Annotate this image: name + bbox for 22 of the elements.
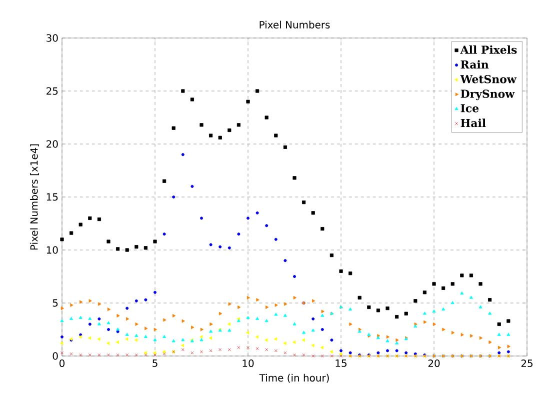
x-tick-label: 10 — [242, 360, 254, 368]
y-tick-label: 10 — [46, 246, 58, 254]
legend-label: Rain — [460, 60, 489, 69]
y-axis-title: Pixel Numbers [x1e4] — [30, 144, 39, 250]
legend-label: DrySnow — [460, 90, 515, 100]
y-tick-label: 20 — [46, 140, 58, 148]
x-tick-label: 25 — [521, 360, 532, 368]
chart-title: Pixel Numbers — [260, 20, 330, 28]
x-tick-label: 5 — [152, 360, 158, 367]
legend-label: All Pixels — [460, 45, 517, 54]
legend-label: Hail — [460, 118, 486, 128]
legend-label: Ice — [460, 104, 479, 112]
y-tick-label: 15 — [46, 193, 58, 201]
x-tick-label: 15 — [336, 360, 346, 367]
y-tick-label: 0 — [52, 352, 58, 360]
y-tick-label: 25 — [46, 87, 58, 95]
x-axis-title: Time (in hour) — [259, 374, 329, 383]
legend-label: WetSnow — [460, 74, 517, 84]
y-tick-label: 5 — [52, 299, 58, 307]
x-tick-label: 0 — [59, 360, 65, 368]
y-tick-label: 30 — [46, 34, 58, 42]
x-tick-label: 20 — [428, 360, 440, 368]
